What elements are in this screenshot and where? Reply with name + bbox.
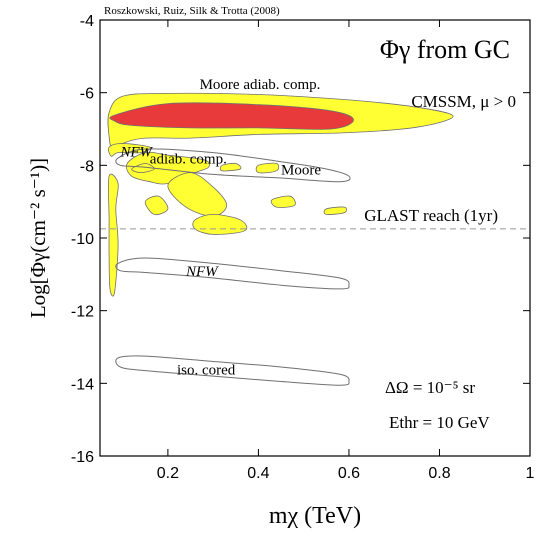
x-tick-label-4: 1 [526, 465, 535, 482]
contour-region-12 [131, 163, 155, 174]
y-tick-label-0: -4 [80, 13, 94, 30]
y-tick-label-5: -14 [71, 376, 94, 393]
x-axis: 0.2 0.4 0.6 0.8 1 [157, 20, 535, 482]
region-label-1: NFW [119, 144, 153, 160]
model-label: CMSSM, μ > 0 [411, 92, 516, 111]
contour-region-2 [108, 143, 151, 157]
x-tick-label-0: 0.2 [157, 465, 179, 482]
contour-region-9 [270, 195, 296, 208]
y-tick-label-6: -16 [71, 449, 94, 466]
contour-region-11 [323, 206, 348, 215]
x-tick-label-3: 0.8 [428, 465, 450, 482]
param-solid-angle: ΔΩ = 10⁻⁵ sr [385, 378, 475, 397]
region-label-3: Moore [281, 162, 321, 178]
y-tick-label-3: -10 [71, 231, 94, 248]
contour-region-8 [255, 162, 280, 174]
contour-region-15 [115, 355, 350, 386]
contour-region-1 [109, 102, 354, 130]
region-label-2: adiab. comp. [150, 152, 227, 168]
region-label-5: iso. cored [177, 362, 236, 378]
x-axis-label: mχ (TeV) [269, 503, 361, 529]
chart-title: Φγ from GC [380, 35, 510, 64]
region-label-4: NFW [185, 264, 219, 280]
y-tick-label-1: -6 [80, 86, 94, 103]
y-tick-label-2: -8 [80, 158, 94, 175]
contour-regions [107, 92, 454, 386]
reference-label: GLAST reach (1yr) [364, 206, 498, 225]
x-tick-label-1: 0.4 [247, 465, 269, 482]
param-threshold: Ethr = 10 GeV [389, 413, 490, 432]
contour-region-14 [115, 257, 350, 290]
y-axis: -4 -6 -8 -10 -12 -14 -16 [71, 13, 530, 466]
y-axis-label: Log[Φγ(cm⁻² s⁻¹)] [26, 158, 50, 318]
region-label-0: Moore adiab. comp. [200, 77, 321, 93]
plot-background [100, 20, 530, 456]
contour-region-4 [126, 151, 211, 185]
contour-region-13 [115, 148, 351, 183]
y-tick-label-4: -12 [71, 304, 94, 321]
contour-region-6 [144, 195, 169, 216]
x-tick-label-2: 0.6 [338, 465, 360, 482]
figure-credit: Roszkowski, Ruiz, Silk & Trotta (2008) [104, 5, 280, 17]
contour-region-10 [219, 162, 242, 172]
